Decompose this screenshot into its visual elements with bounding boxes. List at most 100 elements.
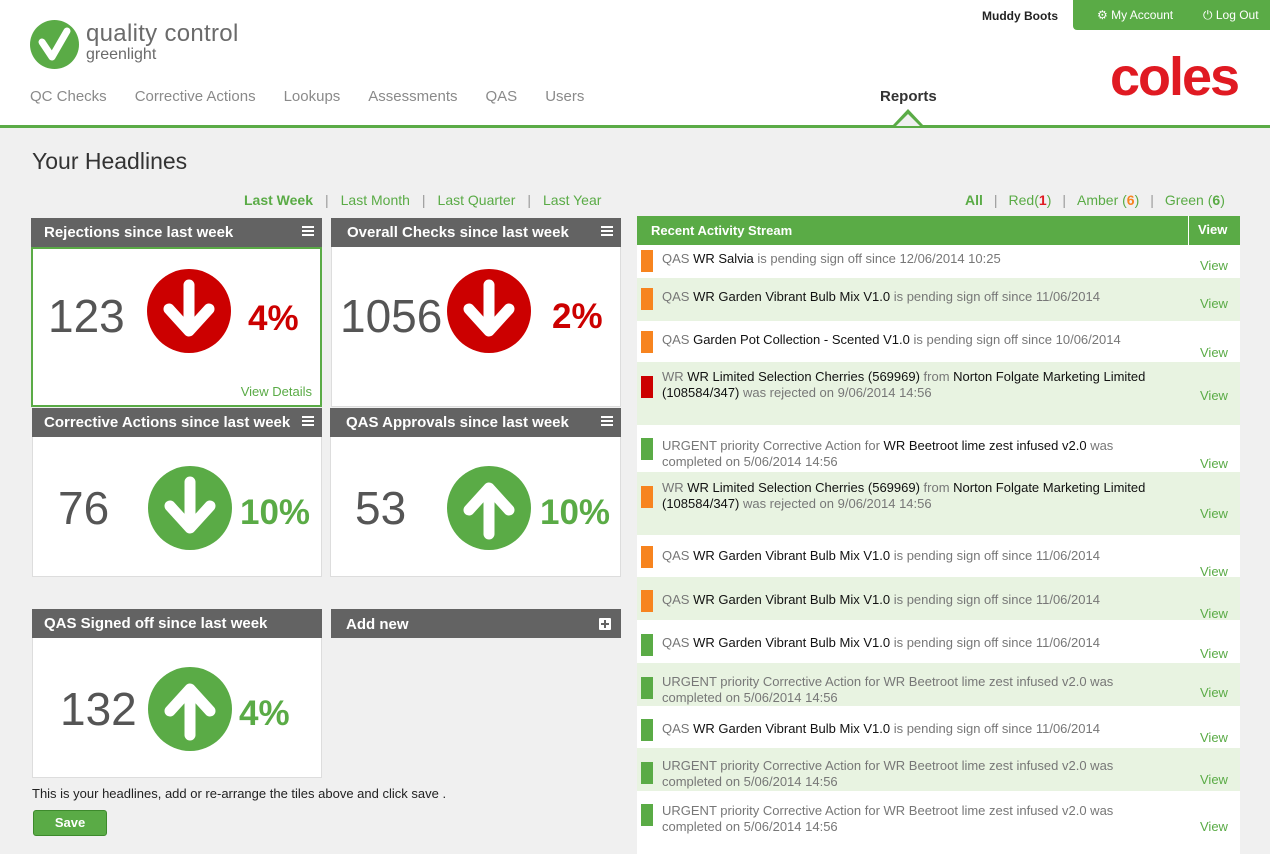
tile-header[interactable]: QAS Approvals since last week: [330, 408, 621, 437]
log-out-link[interactable]: ⏻ Log Out: [1203, 8, 1259, 23]
menu-icon[interactable]: [601, 416, 613, 426]
nav-item-reports[interactable]: Reports: [880, 88, 937, 105]
filter-red[interactable]: Red(1): [1009, 192, 1052, 208]
separator: |: [421, 192, 426, 208]
view-link[interactable]: View: [1200, 772, 1228, 787]
activity-row: QAS WR Garden Vibrant Bulb Mix V1.0 is p…: [637, 533, 1240, 579]
activity-subject: Norton Folgate Marketing Limited (108584…: [662, 480, 1146, 511]
tile-percent: 10%: [240, 493, 311, 532]
plus-icon[interactable]: [599, 618, 611, 630]
tile-overall-checks[interactable]: Overall Checks since last week 1056 2%: [331, 218, 621, 407]
separator: |: [1062, 192, 1066, 208]
app-header: quality control greenlight QC Checks Cor…: [0, 0, 1270, 128]
tile-rejections[interactable]: Rejections since last week 123 4% View D…: [31, 218, 322, 407]
nav-item-users[interactable]: Users: [545, 88, 585, 105]
period-filter: Last Week | Last Month | Last Quarter | …: [244, 192, 601, 208]
view-link[interactable]: View: [1200, 345, 1228, 360]
tile-header[interactable]: Rejections since last week: [31, 218, 322, 247]
status-filter: All | Red(1) | Amber (6) | Green (6): [965, 192, 1225, 208]
activity-text-part: is pending sign off since 11/06/2014: [890, 592, 1100, 607]
save-button[interactable]: Save: [33, 810, 107, 836]
menu-icon[interactable]: [302, 416, 314, 426]
tile-corrective-actions[interactable]: Corrective Actions since last week 76 10…: [32, 408, 322, 577]
view-link[interactable]: View: [1200, 258, 1228, 273]
activity-text-part: is pending sign off since 12/06/2014 10:…: [753, 251, 1001, 266]
tile-body: 123 4% View Details: [31, 247, 322, 407]
activity-row: URGENT priority Corrective Action for WR…: [637, 663, 1240, 706]
status-amber-indicator: [641, 331, 653, 353]
menu-icon[interactable]: [302, 226, 314, 236]
view-link[interactable]: View: [1200, 606, 1228, 621]
view-link[interactable]: View: [1200, 685, 1228, 700]
status-amber-indicator: [641, 590, 653, 612]
activity-text-part: QAS: [662, 721, 694, 736]
view-link[interactable]: View: [1200, 296, 1228, 311]
tile-value: 1056: [340, 290, 443, 342]
activity-text-part: 5/06/2014 14:56: [743, 454, 838, 469]
activity-row: QAS WR Garden Vibrant Bulb Mix V1.0 is p…: [637, 577, 1240, 621]
nav-item-qas[interactable]: QAS: [485, 88, 518, 105]
activity-text-part: was completed on: [662, 438, 1114, 469]
tile-header[interactable]: Overall Checks since last week: [331, 218, 621, 247]
separator: |: [993, 192, 998, 208]
separator: |: [325, 192, 329, 208]
activity-text: URGENT priority Corrective Action for WR…: [662, 438, 1162, 470]
activity-text-part: URGENT priority Corrective Action for WR…: [662, 674, 1114, 705]
status-amber-indicator: [641, 250, 653, 272]
view-link[interactable]: View: [1200, 819, 1228, 834]
filter-all[interactable]: All: [965, 192, 983, 208]
filter-green[interactable]: Green (6): [1165, 192, 1225, 208]
filter-green-count: 6: [1212, 192, 1221, 208]
nav-item-qc-checks[interactable]: QC Checks: [30, 88, 107, 105]
activity-row: WR WR Limited Selection Cherries (569969…: [637, 472, 1240, 535]
activity-text: URGENT priority Corrective Action for WR…: [662, 674, 1162, 706]
tile-value: 76: [58, 482, 110, 534]
period-last-week[interactable]: Last Week: [244, 192, 313, 208]
tile-body: 53 10%: [330, 437, 621, 577]
period-last-month[interactable]: Last Month: [340, 192, 410, 208]
status-green-indicator: [641, 634, 653, 656]
activity-row: WR WR Limited Selection Cherries (569969…: [637, 362, 1240, 425]
add-new-tile-button[interactable]: Add new: [331, 609, 621, 638]
my-account-link[interactable]: ⚙ My Account: [1097, 8, 1173, 22]
tile-percent: 4%: [239, 694, 290, 733]
activity-subject: Norton Folgate Marketing Limited (108584…: [662, 369, 1146, 400]
menu-icon[interactable]: [601, 226, 613, 236]
tile-qas-signed-off[interactable]: QAS Signed off since last week 132 4%: [32, 609, 322, 778]
period-last-quarter[interactable]: Last Quarter: [437, 192, 516, 208]
activity-text: WR WR Limited Selection Cherries (569969…: [662, 369, 1162, 401]
activity-row: URGENT priority Corrective Action for WR…: [637, 748, 1240, 791]
view-link[interactable]: View: [1200, 564, 1228, 579]
activity-text-part: from: [919, 480, 954, 495]
view-link[interactable]: View: [1200, 506, 1228, 521]
view-link[interactable]: View: [1200, 646, 1228, 661]
activity-subject: WR Salvia: [693, 251, 754, 266]
activity-text-part: QAS: [662, 635, 694, 650]
view-details-link[interactable]: View Details: [240, 384, 312, 399]
activity-text: QAS WR Garden Vibrant Bulb Mix V1.0 is p…: [662, 721, 1162, 737]
filter-amber[interactable]: Amber (6): [1077, 192, 1139, 208]
view-link[interactable]: View: [1200, 730, 1228, 745]
brand-logo[interactable]: quality control greenlight: [30, 20, 270, 70]
view-link[interactable]: View: [1200, 456, 1228, 471]
status-green-indicator: [641, 438, 653, 460]
activity-subject: WR Garden Vibrant Bulb Mix V1.0: [693, 289, 891, 304]
activity-text: QAS WR Garden Vibrant Bulb Mix V1.0 is p…: [662, 635, 1162, 651]
nav-item-corrective-actions[interactable]: Corrective Actions: [134, 88, 256, 105]
view-link[interactable]: View: [1200, 388, 1228, 403]
nav-item-assessments[interactable]: Assessments: [368, 88, 458, 105]
tile-header[interactable]: Corrective Actions since last week: [32, 408, 322, 437]
tile-title: QAS Signed off since last week: [44, 615, 268, 632]
paren: ): [1046, 192, 1052, 208]
tile-title: Corrective Actions since last week: [44, 414, 291, 431]
paren: (: [1203, 192, 1213, 208]
my-account-label: My Account: [1111, 8, 1174, 22]
activity-text-part: QAS: [662, 251, 694, 266]
period-last-year[interactable]: Last Year: [543, 192, 602, 208]
tile-value: 132: [60, 683, 137, 735]
nav-item-lookups[interactable]: Lookups: [283, 88, 341, 105]
coles-logo: coles: [1110, 47, 1240, 107]
tile-qas-approvals[interactable]: QAS Approvals since last week 53 10%: [330, 408, 621, 577]
main-nav: QC Checks Corrective Actions Lookups Ass…: [30, 88, 612, 105]
tile-header[interactable]: QAS Signed off since last week: [32, 609, 322, 638]
